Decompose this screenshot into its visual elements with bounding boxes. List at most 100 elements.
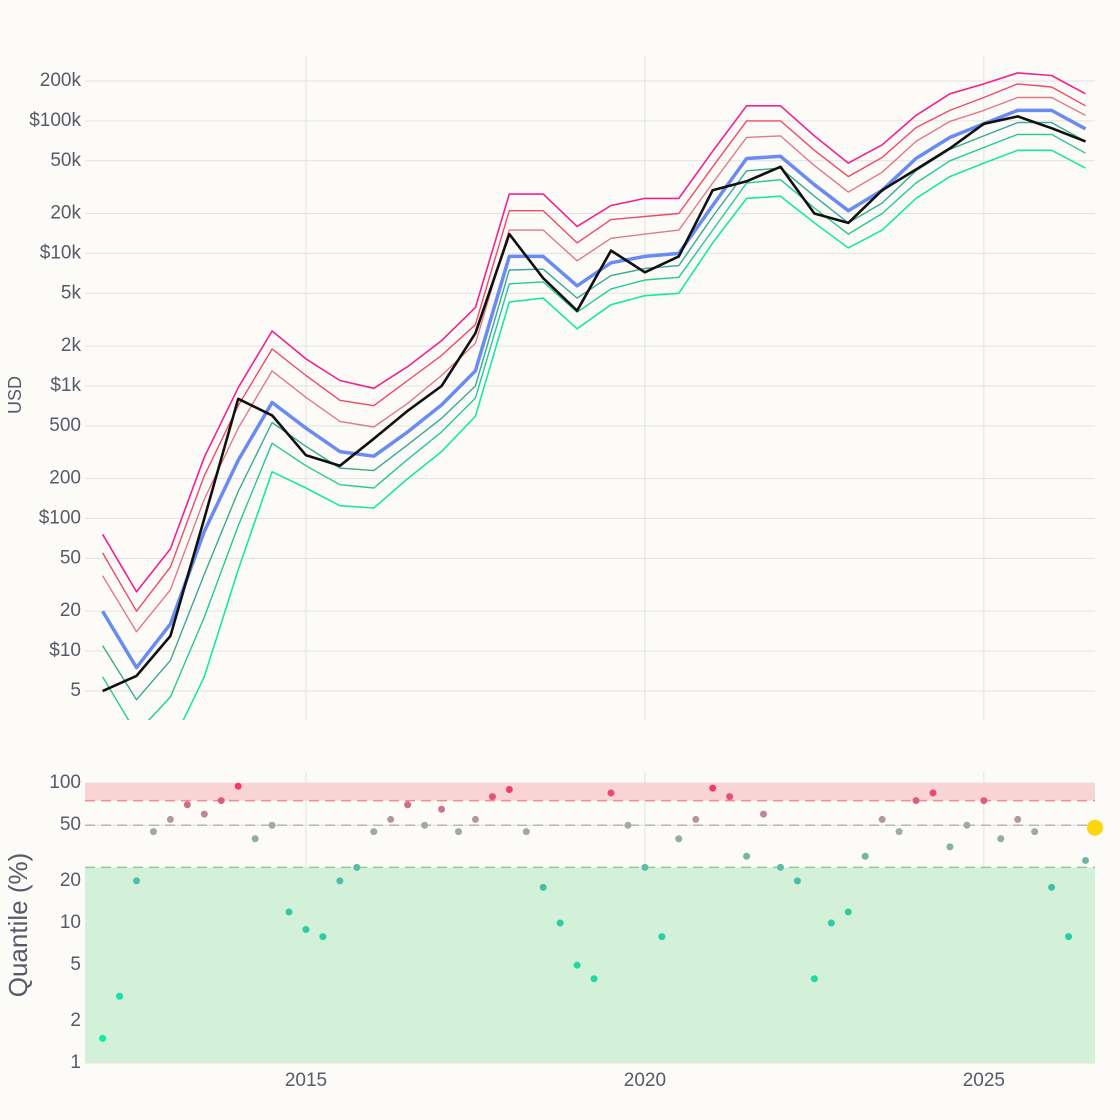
quantile-point	[200, 810, 208, 818]
quantile-point	[302, 925, 310, 933]
quantile-point	[624, 821, 632, 829]
quantile-point	[505, 785, 513, 793]
quantile-point	[827, 919, 835, 927]
quantile-point	[183, 801, 191, 809]
quantile-point	[675, 835, 683, 843]
quantile-point	[997, 835, 1005, 843]
y-tick-label: 20	[60, 870, 81, 891]
quantile-point	[895, 828, 903, 836]
quantile-point	[99, 1034, 107, 1042]
series-line	[101, 72, 1086, 593]
quantile-point	[488, 793, 496, 801]
quantile-point	[387, 815, 395, 823]
quantile-point	[590, 975, 598, 983]
y-tick-label: 2k	[61, 335, 82, 356]
quantile-point	[166, 815, 174, 823]
y-tick-label: 10	[60, 912, 81, 933]
quantile-point	[810, 975, 818, 983]
y-tick-label: $100	[39, 508, 81, 529]
quantile-point	[556, 919, 564, 927]
y-tick-label: 5	[70, 954, 81, 975]
quantile-point	[353, 863, 361, 871]
series-line	[103, 149, 1086, 720]
quantile-point	[285, 908, 293, 916]
quantile-point	[319, 933, 327, 941]
y-axis-title: USD	[5, 376, 25, 414]
quantile-point	[336, 877, 344, 885]
y-tick-label: 50k	[50, 150, 81, 171]
plot-area	[85, 782, 1095, 1063]
quantile-point	[776, 863, 784, 871]
quantile-point	[743, 852, 751, 860]
y-tick-label: 2	[70, 1010, 81, 1031]
series-line	[102, 115, 1086, 693]
y-tick-label: $100k	[29, 110, 81, 131]
y-tick-label: 5	[70, 680, 81, 701]
quantile-point	[929, 789, 937, 797]
x-tick-label: 2020	[624, 1070, 666, 1091]
quantile-point	[370, 828, 378, 836]
plot-area	[101, 72, 1087, 720]
quantile-point	[980, 797, 988, 805]
quantile-point	[251, 835, 259, 843]
quantile-point	[1082, 856, 1090, 864]
y-tick-label: 1	[70, 1052, 81, 1073]
quantile-point	[793, 877, 801, 885]
quantile-point	[1048, 883, 1056, 891]
quantile-point	[844, 908, 852, 916]
quantile-point	[760, 810, 768, 818]
y-tick-label: 100	[49, 772, 81, 793]
quantile-point	[709, 784, 717, 792]
quantile-point	[692, 815, 700, 823]
series-line	[102, 96, 1086, 633]
series-line	[101, 83, 1086, 612]
quantile-point	[641, 863, 649, 871]
price-panel: 5 $10 20 50 $100 200 500 $1k 2k 5k $10k 20k 50k $100k…	[29, 55, 1095, 720]
quantile-point	[963, 821, 971, 829]
y-tick-label: 50	[60, 814, 81, 835]
y-tick-label: $10	[49, 640, 81, 661]
quantile-point	[878, 815, 886, 823]
quantile-point	[471, 815, 479, 823]
quantile-panel: 1 2 5 10 20 50 100 2015 2020 2025	[49, 772, 1103, 1091]
y-tick-label: $10k	[40, 242, 82, 263]
quantile-point	[861, 852, 869, 860]
quantile-point	[149, 828, 157, 836]
quantile-point	[912, 797, 920, 805]
y-tick-label: 200k	[40, 70, 82, 91]
quantile-point	[438, 805, 446, 813]
y-tick-label: 5k	[61, 282, 82, 303]
quantile-point	[454, 828, 462, 836]
quantile-point	[726, 793, 734, 801]
series-line	[102, 133, 1086, 720]
quantile-point	[217, 797, 225, 805]
quantile-point	[421, 821, 429, 829]
quantile-point	[573, 961, 581, 969]
y-tick-label: 500	[49, 415, 81, 436]
y-tick-label: 20k	[50, 203, 81, 224]
quantile-point	[607, 789, 615, 797]
y-tick-label: 50	[60, 547, 81, 568]
quantile-point	[658, 933, 666, 941]
quantile-point	[404, 801, 412, 809]
y-axis-title: Quantile (%)	[3, 853, 33, 998]
shaded-band	[85, 867, 1095, 1063]
quantile-point	[522, 828, 530, 836]
shaded-band	[85, 783, 1095, 801]
quantile-point	[1065, 933, 1073, 941]
quantile-point	[116, 992, 124, 1000]
y-tick-label: $1k	[50, 375, 81, 396]
quantile-point	[133, 877, 141, 885]
quantile-point	[234, 782, 242, 790]
quantile-point	[539, 883, 547, 891]
y-tick-label: 20	[60, 600, 81, 621]
current-marker	[1087, 819, 1103, 836]
y-tick-label: 200	[49, 468, 81, 489]
quantile-point	[1031, 828, 1039, 836]
quantile-point	[946, 843, 954, 851]
quantile-point	[268, 821, 276, 829]
x-tick-label: 2015	[285, 1070, 327, 1091]
x-tick-label: 2025	[963, 1070, 1005, 1091]
